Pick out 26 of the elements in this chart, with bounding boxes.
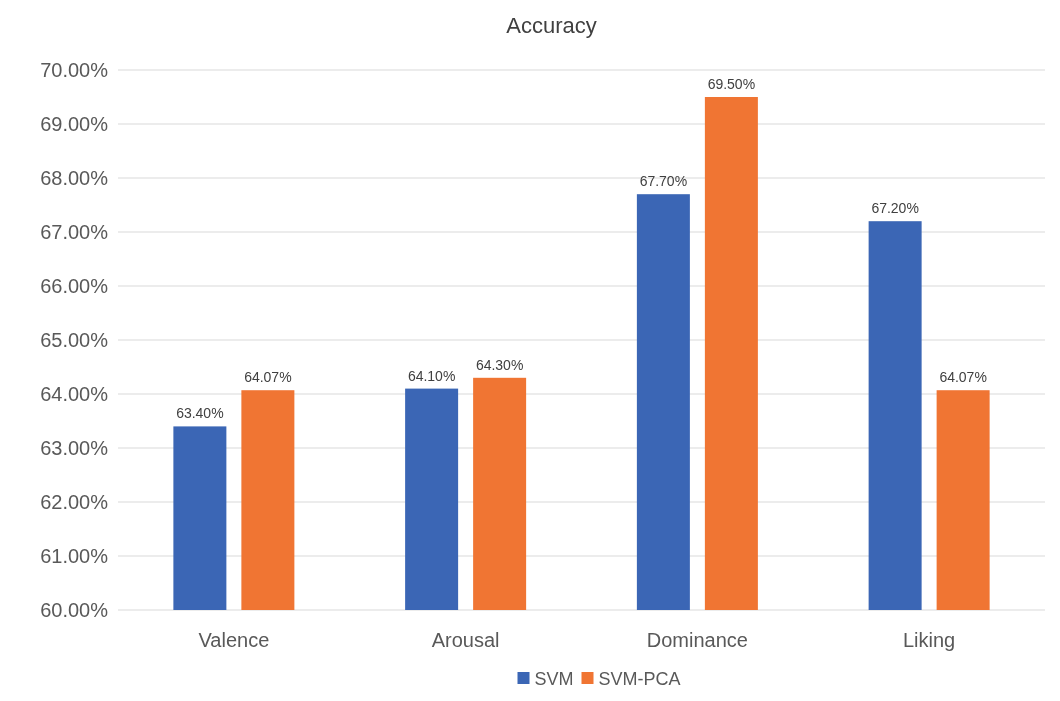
x-tick-label: Arousal [431,629,500,651]
data-label: 64.10% [407,367,456,384]
data-label: 64.30% [475,356,524,373]
y-tick-label: 68.00% [40,167,109,189]
chart-title: Accuracy [506,13,597,38]
y-tick-label: 62.00% [40,491,109,513]
y-tick-label: 70.00% [40,59,109,81]
x-tick-label: Valence [198,629,270,651]
data-label: 67.20% [871,200,919,217]
legend-label: SVM-PCA [598,669,681,690]
legend-label: SVM [534,669,574,690]
y-tick-label: 63.00% [40,437,109,459]
y-tick-label: 60.00% [40,599,109,621]
y-tick-label: 64.00% [40,383,109,405]
x-tick-label: Dominance [646,629,748,651]
y-tick-label: 65.00% [40,329,109,351]
y-tick-label: 67.00% [40,221,109,243]
y-tick-label: 66.00% [40,275,109,297]
y-tick-label: 69.00% [40,113,109,135]
data-label: 63.40% [176,405,224,422]
data-label: 64.07% [244,369,292,386]
x-tick-label: Liking [902,629,956,651]
y-tick-label: 61.00% [40,545,109,567]
data-label: 64.07% [939,369,987,386]
data-label: 69.50% [707,76,756,92]
data-label: 67.70% [639,173,688,190]
